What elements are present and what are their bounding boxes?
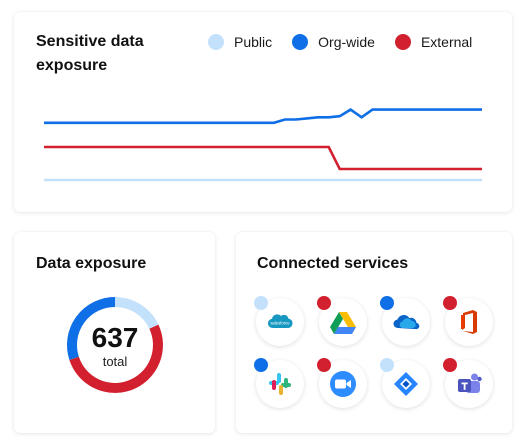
- status-badge: [317, 358, 331, 372]
- legend-item-public: Public: [208, 34, 272, 50]
- card-title: Data exposure: [36, 255, 147, 272]
- onedrive-icon: [391, 307, 421, 337]
- status-badge: [380, 296, 394, 310]
- status-badge: [380, 358, 394, 372]
- exposure-donut-chart: [67, 297, 163, 393]
- salesforce-service[interactable]: salesforce: [254, 296, 304, 346]
- status-badge: [254, 296, 268, 310]
- donut-segment-org-wide: [67, 297, 116, 360]
- card-title: Connected services: [257, 255, 409, 272]
- jira-icon: [391, 369, 421, 399]
- office-icon: [454, 307, 484, 337]
- data-exposure-card: Data exposure 637 total: [14, 232, 215, 433]
- donut-total-value: 637: [91, 322, 139, 353]
- jira-service[interactable]: [380, 358, 430, 408]
- legend-dot-external: [394, 34, 411, 50]
- legend-dot-org-wide: [292, 34, 309, 50]
- slack-service[interactable]: [254, 358, 304, 408]
- office-service[interactable]: [443, 296, 493, 346]
- zoom-icon: [328, 369, 358, 399]
- donut-segment-external: [69, 324, 163, 393]
- salesforce-icon: salesforce: [265, 307, 295, 337]
- chart-legend: Public Org-wide External: [208, 34, 472, 50]
- status-badge: [317, 296, 331, 310]
- legend-label-public: Public: [234, 34, 273, 50]
- series-line-org-wide: [44, 108, 482, 125]
- onedrive-service[interactable]: [380, 296, 430, 346]
- legend-label-external: External: [420, 34, 473, 50]
- status-badge: [443, 296, 457, 310]
- zoom-service[interactable]: [317, 358, 367, 408]
- legend-item-org-wide: Org-wide: [292, 34, 375, 50]
- teams-icon: [454, 369, 484, 399]
- salesforce-wordmark: salesforce: [270, 321, 290, 326]
- status-badge: [443, 358, 457, 372]
- google-drive-icon: [328, 307, 358, 337]
- donut-segment-public: [114, 297, 159, 330]
- legend-label-org-wide: Org-wide: [318, 34, 375, 50]
- donut-total-label: total: [102, 354, 128, 369]
- legend-item-external: External: [394, 34, 473, 50]
- google-drive-service[interactable]: [317, 296, 367, 346]
- card-title: Sensitive data exposure: [36, 33, 144, 74]
- exposure-line-chart: [44, 108, 482, 182]
- sensitive-data-exposure-card: Sensitive data exposure Public Org-wide …: [14, 12, 512, 212]
- connected-services-card: Connected services salesforce: [236, 232, 512, 433]
- legend-dot-public: [208, 34, 224, 50]
- status-badge: [254, 358, 268, 372]
- services-grid: salesforce: [254, 296, 496, 422]
- slack-icon: [265, 369, 295, 399]
- series-line-external: [44, 145, 482, 171]
- teams-service[interactable]: [443, 358, 493, 408]
